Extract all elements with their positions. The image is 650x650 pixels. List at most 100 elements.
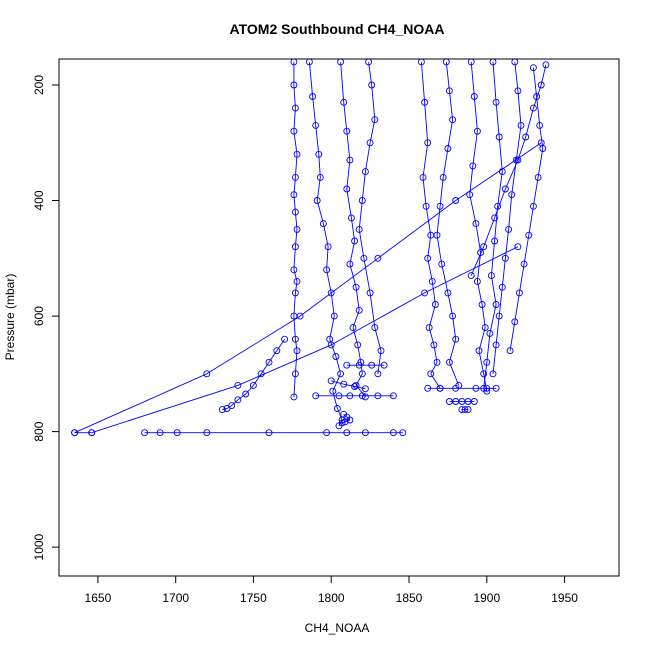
chart-title: ATOM2 Southbound CH4_NOAA xyxy=(230,21,445,37)
data-point xyxy=(291,173,299,181)
data-point xyxy=(203,429,211,437)
data-point xyxy=(501,254,509,262)
series-line-segment xyxy=(441,264,449,293)
data-point xyxy=(290,191,298,199)
data-point xyxy=(492,384,500,392)
data-point xyxy=(470,398,478,405)
series-line-segment xyxy=(475,223,482,253)
series-line-segment xyxy=(237,393,246,401)
data-point xyxy=(374,370,382,378)
data-point xyxy=(349,324,357,332)
data-point xyxy=(332,353,340,360)
data-point xyxy=(480,243,488,251)
data-point xyxy=(309,93,317,100)
x-axis-label: CH4_NOAA xyxy=(305,621,370,635)
data-point xyxy=(511,318,519,326)
data-point xyxy=(290,393,298,401)
data-point xyxy=(291,208,299,216)
series-line-segment xyxy=(452,316,457,340)
series-8 xyxy=(489,58,525,378)
data-point xyxy=(355,361,363,369)
data-point xyxy=(449,116,457,124)
data-point xyxy=(291,335,299,343)
series-9 xyxy=(506,64,547,355)
data-point xyxy=(492,301,500,308)
data-point xyxy=(371,116,379,124)
data-point xyxy=(498,283,506,291)
series-line-segment xyxy=(490,240,496,276)
series-line-segment xyxy=(539,125,544,149)
data-point xyxy=(436,202,444,210)
data-point xyxy=(529,202,537,210)
series-line-segment xyxy=(315,125,320,155)
series-line-segment xyxy=(349,263,357,288)
series-line-segment xyxy=(532,84,542,109)
series-line-segment xyxy=(371,84,376,120)
series-5 xyxy=(433,58,463,389)
data-point xyxy=(374,254,382,262)
data-point xyxy=(444,145,452,152)
data-point xyxy=(330,312,338,320)
series-line-segment xyxy=(424,246,519,294)
data-point xyxy=(346,392,354,400)
data-point xyxy=(312,121,320,129)
series-1 xyxy=(305,58,346,430)
data-point xyxy=(438,260,446,268)
series-line-segment xyxy=(523,235,530,265)
series-line-segment xyxy=(293,246,296,270)
series-line-segment xyxy=(355,373,363,386)
plot-frame xyxy=(58,58,620,577)
series-line-segment xyxy=(472,131,478,166)
data-point xyxy=(517,121,525,129)
series-6 xyxy=(466,58,491,395)
data-point xyxy=(313,197,321,204)
series-line-segment xyxy=(532,67,538,97)
series-line-segment xyxy=(293,84,296,109)
series-line-segment xyxy=(422,142,429,178)
data-point xyxy=(495,133,503,141)
data-point xyxy=(431,301,439,308)
y-tick-label: 800 xyxy=(32,421,46,441)
data-point xyxy=(425,324,433,332)
series-line-segment xyxy=(326,246,329,270)
series-line-segment xyxy=(445,61,450,91)
data-point xyxy=(529,64,537,72)
data-point xyxy=(433,231,441,239)
series-3 xyxy=(355,58,385,378)
y-axis-label: Pressure (mbar) xyxy=(3,274,17,361)
series-line-segment xyxy=(430,362,438,375)
data-point xyxy=(514,87,522,95)
series-line-segment xyxy=(427,258,433,282)
data-point xyxy=(273,347,281,355)
data-point xyxy=(427,370,435,378)
series-line-segment xyxy=(293,373,296,397)
series-line-segment xyxy=(364,142,371,172)
series-line-segment xyxy=(473,96,478,132)
data-point xyxy=(293,277,301,285)
series-line-segment xyxy=(294,350,298,374)
series-line-segment xyxy=(276,338,285,351)
data-point xyxy=(291,289,299,297)
data-point xyxy=(449,312,457,320)
series-line-segment xyxy=(358,200,363,230)
data-point xyxy=(291,243,299,251)
series-line-segment xyxy=(492,344,497,374)
series-7 xyxy=(480,58,506,392)
data-point xyxy=(470,93,478,100)
data-point xyxy=(536,121,544,129)
series-line-segment xyxy=(448,90,454,120)
series-18 xyxy=(338,410,354,427)
data-point xyxy=(319,220,327,228)
data-point xyxy=(374,392,382,400)
series-line-segment xyxy=(343,102,348,132)
series-line-segment xyxy=(245,385,254,395)
series-line-segment xyxy=(476,281,483,305)
series-line-segment xyxy=(492,61,497,103)
data-point xyxy=(327,289,335,297)
series-line-segment xyxy=(486,333,491,363)
series-line-segment xyxy=(206,315,301,375)
series-line-segment xyxy=(501,258,506,288)
data-point xyxy=(338,419,346,427)
series-line-segment xyxy=(260,362,270,375)
series-line-segment xyxy=(331,380,344,385)
